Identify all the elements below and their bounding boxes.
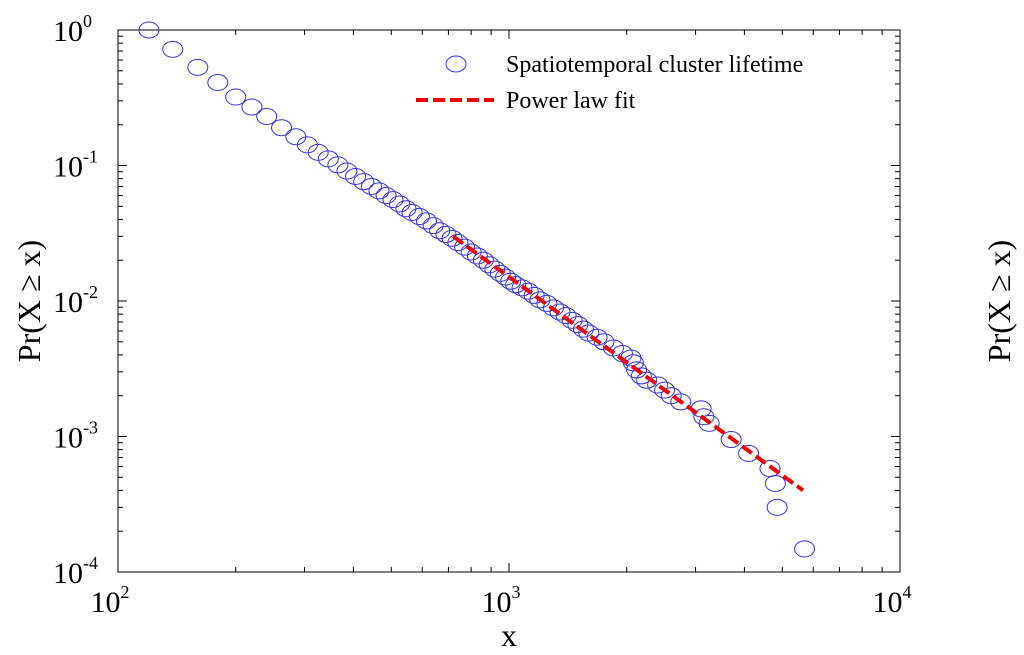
y-axis-label: Pr(X ≥ x): [11, 240, 47, 362]
x-axis-label: x: [501, 617, 517, 653]
series-layer: [138, 21, 816, 558]
data-point: [572, 320, 594, 338]
data-point: [529, 291, 551, 309]
axis-ticks: [117, 30, 900, 573]
data-point: [472, 251, 494, 269]
data-point: [720, 431, 742, 449]
data-point: [794, 540, 816, 558]
y-axis-label-right: Pr(X ≥ x): [981, 240, 1017, 362]
data-point: [241, 98, 263, 116]
data-point: [500, 272, 522, 290]
data-point: [738, 444, 760, 462]
data-point: [435, 225, 457, 243]
data-point: [138, 21, 160, 39]
data-point: [285, 128, 307, 146]
data-point: [368, 182, 390, 200]
data-point: [647, 376, 669, 394]
data-point: [441, 229, 463, 247]
y-tick-label: 10-2: [53, 282, 98, 319]
x-tick-label: 102: [91, 582, 130, 619]
y-tick-label: 10-1: [53, 147, 98, 184]
tick-labels: 102 103 104 100 10-1 10-2 10-3 10-4: [53, 11, 912, 619]
data-point: [630, 367, 652, 385]
data-point: [602, 339, 624, 357]
data-point: [327, 156, 349, 174]
data-point: [766, 498, 788, 516]
data-point: [187, 58, 209, 76]
data-point: [567, 316, 589, 334]
data-point: [207, 73, 229, 91]
data-point: [401, 203, 423, 221]
data-point: [505, 276, 527, 294]
data-point: [478, 256, 500, 274]
legend-marker-circle: [445, 55, 467, 73]
data-point: [454, 238, 476, 256]
data-point: [429, 222, 451, 240]
data-point: [698, 414, 720, 432]
data-point: [422, 217, 444, 235]
data-point: [389, 195, 411, 213]
data-point: [670, 393, 692, 411]
legend-label-cluster-lifetime: Spatiotemporal cluster lifetime: [506, 52, 803, 78]
data-point: [256, 107, 278, 125]
x-tick-label: 103: [482, 582, 521, 619]
legend: Spatiotemporal cluster lifetime Power la…: [416, 52, 803, 114]
x-tick-label: 104: [873, 582, 912, 619]
data-point: [375, 187, 397, 205]
data-point: [415, 212, 437, 230]
data-point: [586, 328, 608, 346]
data-point: [636, 371, 658, 389]
data-point: [536, 294, 558, 312]
data-point: [408, 208, 430, 226]
y-tick-label: 100: [53, 11, 92, 48]
legend-label-power-law-fit: Power law fit: [506, 88, 636, 114]
data-point: [361, 177, 383, 195]
data-point: [555, 307, 577, 325]
data-point: [466, 247, 488, 265]
data-point: [271, 119, 293, 137]
data-point: [353, 173, 375, 191]
data-point: [517, 282, 539, 300]
data-point: [447, 234, 469, 252]
data-point: [395, 200, 417, 218]
data-point: [561, 311, 583, 329]
data-point: [764, 474, 786, 492]
data-point: [654, 381, 676, 399]
y-tick-label: 10-4: [53, 553, 98, 590]
y-tick-label: 10-3: [53, 418, 98, 455]
data-point: [345, 167, 367, 185]
data-point: [336, 162, 358, 180]
data-point: [549, 303, 571, 321]
data-point: [225, 88, 247, 106]
power-law-fit-line: [452, 234, 805, 493]
data-point: [460, 243, 482, 261]
data-point: [382, 191, 404, 209]
data-point: [162, 40, 184, 58]
